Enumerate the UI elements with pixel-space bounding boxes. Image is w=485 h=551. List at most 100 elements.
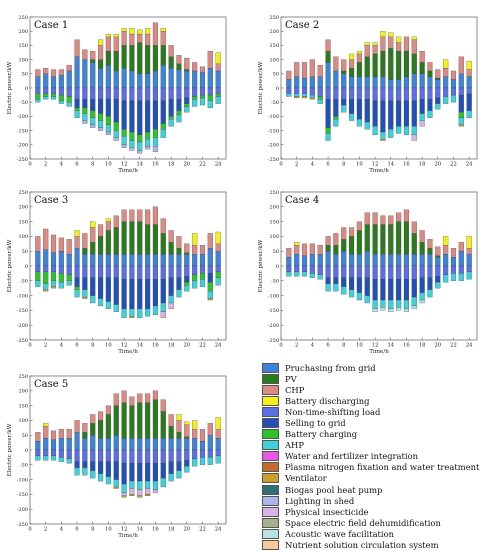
bar-segment-nts — [168, 265, 174, 278]
bar-segment-nts — [160, 87, 166, 101]
bar-segment-ahp — [145, 480, 151, 489]
bar-segment-chp — [145, 209, 151, 225]
legend-label: AHP — [285, 440, 304, 451]
bar-segment-ahp — [105, 476, 111, 485]
bar-segment-ahp — [450, 94, 457, 103]
bar-segment-ahp — [466, 271, 472, 280]
bar-segment-chp — [152, 390, 158, 400]
bar-segment-nts — [98, 449, 104, 462]
y-tick-label: 250 — [18, 190, 28, 196]
bar-segment-pv — [184, 436, 190, 439]
bar-segment-ahp — [372, 299, 378, 310]
legend-item-awf: Acoustic wave facilitation — [262, 528, 478, 539]
bar-segment-ahp — [356, 119, 362, 127]
bar-segment-chp — [137, 209, 143, 222]
bar-segment-nts — [349, 265, 355, 278]
bar-segment-bch — [98, 113, 104, 121]
bar-segment-bch — [192, 96, 198, 100]
bar-segment-grid — [364, 251, 370, 267]
bar-segment-ahp — [43, 455, 49, 461]
bar-segment-awf — [380, 307, 386, 311]
bar-segment-ahp — [207, 291, 213, 299]
bar-segment-ahp — [58, 100, 64, 104]
bar-segment-grid — [98, 254, 104, 267]
x-tick-label: 20 — [183, 343, 190, 349]
bar-segment-ahp — [98, 120, 104, 128]
bar-segment-pv — [113, 405, 119, 436]
bar-segment-nts — [113, 87, 119, 100]
x-tick-label: 12 — [121, 343, 128, 349]
bar-segment-bch — [184, 282, 190, 286]
bar-segment-grid — [160, 65, 166, 89]
bar-segment-sell — [137, 463, 143, 482]
bar-segment-grid — [74, 56, 80, 89]
x-tick-label: 2 — [44, 162, 47, 168]
bar-segment-nts — [458, 265, 464, 274]
y-tick-label: 150 — [269, 219, 279, 225]
bar-segment-sell — [82, 277, 88, 290]
legend-swatch — [262, 484, 279, 495]
bar-segment-ahp — [168, 119, 174, 127]
y-tick-label: 200 — [18, 205, 28, 211]
bar-segment-ahp — [372, 126, 378, 135]
bar-segment-pv — [105, 50, 111, 66]
bar-segment-pv — [380, 50, 386, 77]
bar-segment-grid — [435, 256, 441, 267]
y-tick-label: -200 — [17, 143, 28, 149]
x-tick-label: 24 — [215, 527, 222, 533]
bar-segment-sell — [333, 277, 339, 284]
bar-segment-grid — [215, 438, 221, 451]
bar-segment-grid — [356, 76, 362, 89]
bar-segment-bdis — [380, 31, 386, 38]
bar-segment-sell — [113, 277, 119, 305]
bar-segment-chp — [105, 221, 111, 231]
legend-swatch — [262, 473, 279, 484]
bar-segment-bch — [137, 134, 143, 143]
bar-segment-sell — [121, 463, 127, 485]
bar-segment-nts — [105, 449, 111, 462]
bar-segment-chp — [364, 212, 370, 225]
bar-segment-grid — [427, 254, 433, 267]
bar-segment-nts — [192, 449, 198, 460]
bar-segment-ahp — [176, 114, 182, 123]
bar-segment-pins — [129, 488, 135, 495]
y-tick-label: -150 — [268, 308, 279, 314]
x-tick-label: 18 — [419, 343, 426, 349]
bar-segment-grid — [129, 438, 135, 451]
bar-segment-ahp — [90, 470, 96, 479]
bar-segment-grid — [168, 67, 174, 89]
y-tick-label: 50 — [273, 249, 279, 255]
bar-segment-chp — [411, 39, 417, 55]
legend-swatch — [262, 395, 279, 406]
bar-segment-grid — [184, 438, 190, 451]
bar-segment-ahp — [66, 458, 72, 464]
bar-segment-ahp — [427, 289, 433, 298]
bar-segment-grid — [317, 76, 323, 89]
x-tick-label: 22 — [199, 527, 206, 533]
bar-segment-grid — [176, 438, 182, 451]
bar-segment-grid — [403, 76, 409, 89]
bar-segment-nts — [325, 87, 331, 100]
bar-segment-pv — [341, 239, 347, 252]
bar-segment-grid — [215, 70, 221, 89]
legend-item-bphp: Biogas pool heat pump — [262, 484, 478, 495]
bar-segment-chp — [113, 36, 119, 52]
bar-segment-chp — [309, 59, 315, 77]
bar-segment-nts — [443, 87, 449, 97]
bar-segment-ahp — [466, 110, 472, 118]
bar-segment-nts — [90, 265, 96, 278]
y-tick-label: 250 — [269, 190, 279, 196]
x-tick-label: 0 — [28, 343, 31, 349]
bar-segment-grid — [145, 254, 151, 267]
bar-segment-pv — [137, 42, 143, 74]
bar-segment-nts — [286, 87, 292, 94]
bar-segment-nts — [137, 87, 143, 101]
bar-segment-sell — [349, 277, 355, 290]
bar-segment-sell — [113, 99, 119, 123]
bar-segment-bdis — [411, 36, 417, 40]
bar-segment-nts — [411, 87, 417, 101]
bar-segment-sell — [325, 99, 331, 128]
bar-segment-sell — [145, 100, 151, 133]
